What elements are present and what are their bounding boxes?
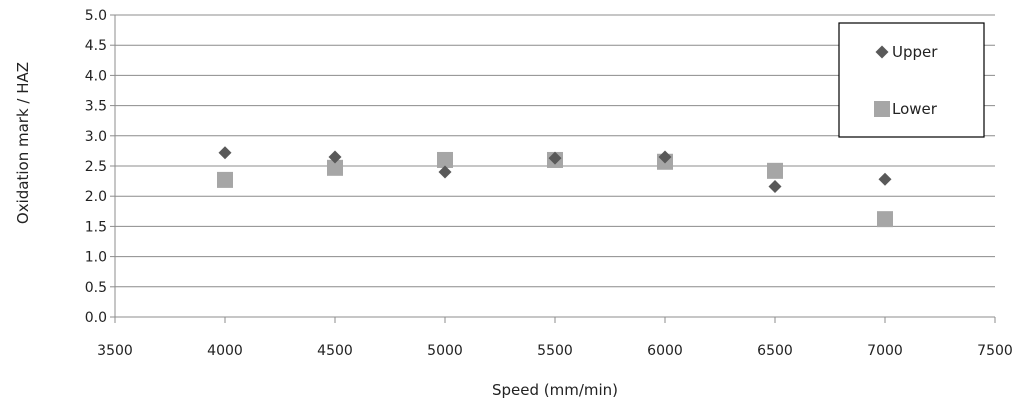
y-tick-label: 0.5 [85,280,107,296]
y-tick-label: 3.0 [85,129,107,145]
upper-point [328,150,342,164]
upper-point [878,172,892,186]
lower-point [877,211,893,228]
legend-label-lower: Lower [892,100,938,118]
x-tick-label: 7500 [977,343,1013,359]
x-tick-label: 6500 [757,343,793,359]
y-tick-label: 5.0 [85,8,107,24]
y-tick-label: 2.5 [85,159,107,175]
y-axis-title: Oxidation mark / HAZ [14,62,32,224]
legend-marker-upper [875,45,889,59]
y-tick-label: 3.5 [85,99,107,115]
legend-box [838,22,985,138]
data-points [217,146,893,228]
x-tick-label: 5500 [537,343,573,359]
y-tick-label: 2.0 [85,189,107,205]
legend: Upper Lower [838,22,985,138]
upper-point [548,151,562,165]
legend-label-upper: Upper [892,43,938,61]
axes [110,14,996,323]
lower-point [217,171,233,188]
x-tick-label: 7000 [867,343,903,359]
upper-point [438,165,452,179]
x-axis-title: Speed (mm/min) [492,381,618,399]
x-tick-label: 6000 [647,343,683,359]
lower-point [767,162,783,179]
legend-marker-lower [874,101,890,117]
y-tick-label: 4.0 [85,68,107,84]
x-tick-label: 5000 [427,343,463,359]
tick-labels: 0.0 0.5 1.0 1.5 2.0 2.5 3.0 3.5 4.0 4.5 5.0 3500 400… [85,8,1013,359]
x-tick-label: 3500 [97,343,133,359]
y-tick-label: 4.5 [85,38,107,54]
upper-point [218,146,232,160]
x-tick-label: 4500 [317,343,353,359]
y-tick-label: 1.5 [85,219,107,235]
upper-point [768,180,782,194]
y-tick-label: 0.0 [85,310,107,326]
lower-point [327,159,343,176]
lower-point [437,151,453,168]
upper-point [658,150,672,164]
x-tick-label: 4000 [207,343,243,359]
y-tick-label: 1.0 [85,250,107,266]
